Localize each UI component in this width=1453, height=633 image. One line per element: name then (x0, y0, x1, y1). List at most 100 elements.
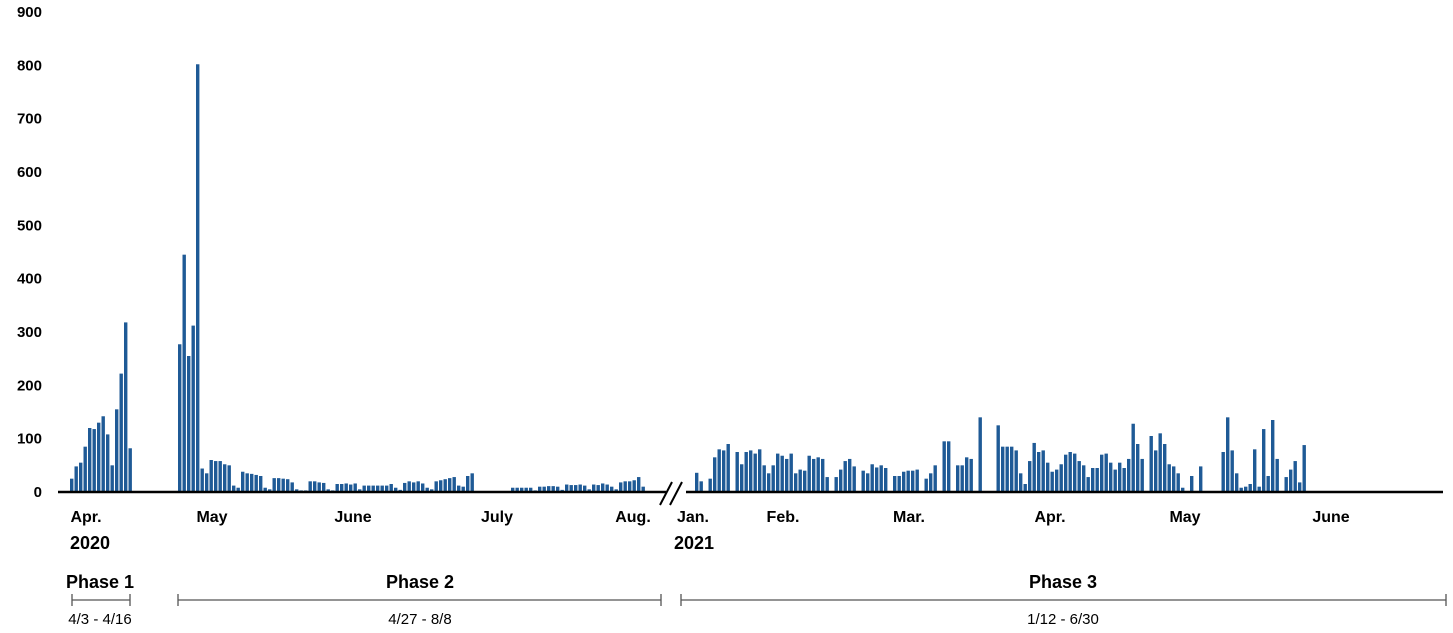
phase2-bar-15 (245, 473, 249, 492)
phase3-bar-119 (1230, 450, 1234, 492)
phase3-bar-125 (1257, 486, 1261, 492)
month-label: Apr. (70, 509, 101, 526)
phase-range-label: 4/27 - 8/8 (388, 611, 451, 628)
phase2-bar-99 (623, 481, 627, 492)
phase3-bar-14 (758, 449, 762, 492)
phase2-bar-84 (556, 486, 560, 492)
phase3-bar-105 (1167, 464, 1171, 492)
month-label: Feb. (767, 509, 800, 526)
phase2-bar-25 (290, 482, 294, 492)
phase3-bar-73 (1023, 484, 1027, 492)
phase3-bar-45 (897, 476, 901, 492)
phase2-bar-103 (641, 486, 645, 492)
phase2-bar-2 (187, 356, 191, 492)
phase3-bar-128 (1271, 420, 1275, 492)
phase3-bar-75 (1032, 442, 1036, 492)
year-label: 2020 (70, 533, 110, 553)
phase2-bar-20 (268, 489, 272, 492)
phase2-bar-31 (317, 482, 321, 492)
phase3-bar-19 (780, 455, 784, 492)
phase3-bar-82 (1064, 454, 1068, 492)
phase3-bar-18 (776, 453, 780, 492)
phase3-bar-35 (852, 466, 856, 492)
phase1-bar-7 (101, 416, 105, 492)
phase3-bar-21 (789, 453, 793, 492)
phase3-bar-52 (929, 473, 933, 492)
phase2-bar-96 (610, 486, 614, 492)
month-label: June (334, 509, 371, 526)
y-tick-label: 300 (17, 324, 42, 341)
phase2-bar-90 (583, 485, 587, 492)
phase3-bar-81 (1059, 464, 1063, 492)
y-tick-label: 0 (34, 484, 42, 501)
phase3-bar-95 (1122, 468, 1126, 492)
phase3-bar-42 (884, 468, 888, 492)
phase3-bar-107 (1176, 473, 1180, 492)
phase3-bar-108 (1181, 487, 1185, 492)
axis-break-mark (659, 481, 673, 506)
phase2-bar-101 (632, 480, 636, 492)
phase2-bar-65 (470, 473, 474, 492)
phase2-bar-4 (196, 64, 200, 493)
phase2-bar-24 (286, 479, 290, 492)
phase2-bar-83 (551, 486, 555, 492)
phase2-bar-100 (628, 481, 632, 492)
phase2-bar-39 (353, 483, 357, 492)
phase3-bar-44 (893, 476, 897, 492)
phase3-bar-86 (1082, 465, 1086, 492)
phase3-bar-120 (1235, 473, 1239, 492)
phase1-bar-9 (110, 465, 114, 492)
phase3-bar-22 (794, 473, 798, 492)
phase2-bar-52 (412, 482, 416, 492)
phase3-bar-12 (749, 450, 753, 492)
y-tick-label: 500 (17, 217, 42, 234)
phase3-bar-5 (717, 449, 721, 492)
phase3-bar-29 (825, 477, 829, 492)
phase2-bar-40 (358, 489, 362, 492)
phase-range-label: 4/3 - 4/16 (68, 611, 131, 628)
phase2-bar-60 (448, 478, 452, 492)
phase2-bar-88 (574, 485, 578, 492)
phase3-bar-23 (798, 469, 802, 492)
phase3-bar-99 (1140, 458, 1144, 492)
phase3-bar-80 (1055, 469, 1059, 492)
phase3-bar-60 (965, 457, 969, 492)
month-label: May (196, 509, 227, 526)
phase3-bar-27 (816, 457, 820, 492)
phase3-bar-3 (708, 478, 712, 492)
phase1-bar-11 (119, 373, 123, 492)
phase2-bar-14 (241, 471, 245, 492)
month-label: Apr. (1034, 509, 1065, 526)
phase2-bar-3 (191, 325, 195, 492)
phase3-bar-0 (695, 472, 699, 492)
phase3-bar-71 (1014, 450, 1018, 492)
phase3-bar-133 (1293, 461, 1297, 492)
phase2-bar-89 (578, 484, 582, 492)
phase2-bar-50 (403, 482, 407, 492)
month-label: Aug. (615, 509, 651, 526)
phase3-bar-117 (1221, 452, 1225, 492)
phase3-bar-79 (1050, 471, 1054, 492)
phase3-bar-37 (861, 470, 865, 492)
phase2-bar-74 (511, 487, 515, 492)
phase3-bar-17 (771, 465, 775, 492)
month-label: Mar. (893, 509, 925, 526)
phase2-bar-53 (416, 481, 420, 492)
phase3-bar-94 (1118, 462, 1122, 492)
phase2-bar-8 (214, 461, 218, 492)
phase2-bar-11 (227, 465, 231, 492)
phase2-bar-19 (263, 487, 267, 492)
phase1-bar-4 (88, 428, 92, 492)
phase3-bar-40 (875, 467, 879, 492)
phase2-bar-32 (322, 482, 326, 492)
phase3-bar-41 (879, 465, 883, 492)
phase-label: Phase 3 (1029, 572, 1097, 592)
phase2-bar-29 (308, 481, 312, 492)
phase2-bar-82 (547, 486, 551, 492)
phase2-bar-87 (569, 485, 573, 492)
phase2-bar-93 (596, 485, 600, 492)
phase2-bar-57 (434, 481, 438, 492)
phase3-bar-38 (866, 473, 870, 492)
